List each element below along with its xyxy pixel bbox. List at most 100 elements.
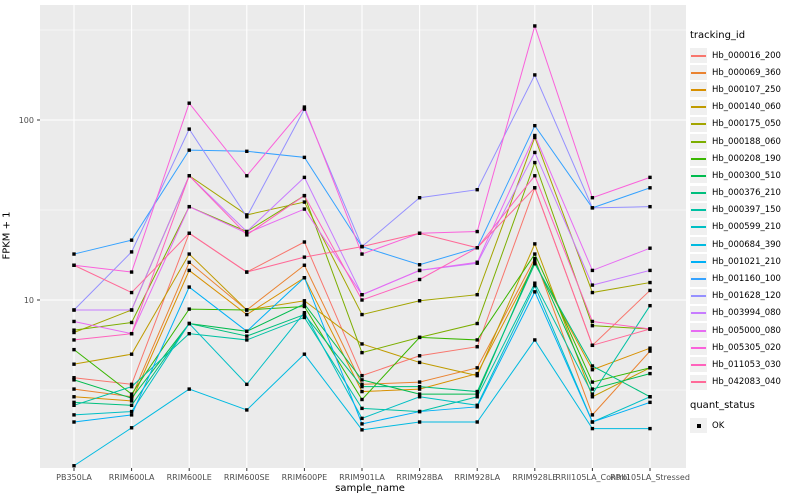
- data-point: [72, 403, 76, 408]
- data-point: [129, 426, 134, 430]
- data-point: [417, 380, 422, 384]
- data-point: [417, 409, 422, 414]
- data-point: [72, 252, 76, 256]
- data-point: [187, 204, 191, 209]
- y-tick-label: 10: [24, 296, 34, 305]
- legend-key-line-icon: [690, 65, 707, 81]
- data-point: [475, 371, 479, 376]
- legend-item-label: Hb_000300_510: [712, 170, 781, 181]
- data-point: [302, 299, 307, 303]
- data-point: [360, 293, 364, 297]
- legend-item-Hb_000069_360: Hb_000069_360: [690, 64, 798, 81]
- data-point: [187, 174, 191, 178]
- legend-item-label: Hb_000188_060: [712, 136, 781, 147]
- legend-item-label: Hb_000684_390: [712, 239, 781, 250]
- data-point: [302, 207, 307, 211]
- data-point: [648, 246, 652, 250]
- legend-item-Hb_001021_210: Hb_001021_210: [690, 253, 798, 270]
- data-point: [475, 293, 479, 297]
- data-point: [533, 123, 537, 128]
- legend-item-label: Hb_011053_030: [712, 359, 781, 370]
- data-point: [302, 304, 307, 309]
- tracking-id-legend: tracking_id Hb_000016_200 Hb_000069_360 Hb…: [690, 30, 798, 391]
- data-point: [302, 200, 307, 204]
- legend-item-label: Hb_001160_100: [712, 274, 781, 285]
- data-point: [648, 395, 652, 399]
- legend-item-Hb_000376_210: Hb_000376_210: [690, 185, 798, 202]
- data-point: [360, 244, 364, 249]
- data-point: [360, 428, 364, 432]
- legend-key-line-icon: [690, 323, 707, 339]
- legend-item-Hb_001628_120: Hb_001628_120: [690, 288, 798, 305]
- data-point: [475, 405, 479, 409]
- data-point: [475, 420, 479, 424]
- legend-item-label: Hb_000599_210: [712, 222, 781, 233]
- legend-item-Hb_000175_050: Hb_000175_050: [690, 116, 798, 133]
- data-point: [360, 252, 364, 256]
- legend-key-line-icon: [690, 168, 707, 184]
- data-point: [187, 148, 191, 152]
- data-point: [302, 315, 307, 320]
- data-point: [72, 387, 76, 391]
- data-point: [417, 360, 422, 365]
- data-point: [475, 229, 479, 234]
- data-point: [245, 329, 249, 334]
- y-tick-label: 100: [19, 116, 34, 125]
- data-point: [129, 238, 134, 242]
- x-axis-title: sample_name: [335, 483, 405, 494]
- data-point: [360, 422, 364, 426]
- data-point: [590, 387, 595, 391]
- data-point: [533, 24, 537, 28]
- data-point: [417, 335, 422, 340]
- data-point: [648, 186, 652, 190]
- data-point: [417, 277, 422, 282]
- data-point: [590, 343, 595, 348]
- data-point: [245, 149, 249, 154]
- legend-item-Hb_005000_080: Hb_005000_080: [690, 322, 798, 339]
- data-point: [590, 206, 595, 210]
- data-point: [648, 175, 652, 180]
- legend-key-line-icon: [690, 357, 707, 373]
- data-point: [72, 319, 76, 324]
- data-point: [302, 175, 307, 180]
- legend-item-Hb_000684_390: Hb_000684_390: [690, 236, 798, 253]
- data-point: [302, 240, 307, 244]
- data-point: [590, 380, 595, 384]
- data-point: [360, 384, 364, 389]
- data-point: [648, 303, 652, 308]
- data-point: [648, 280, 652, 285]
- data-point: [590, 268, 595, 273]
- data-point: [360, 350, 364, 355]
- legend-item-Hb_000208_190: Hb_000208_190: [690, 150, 798, 167]
- data-point: [475, 366, 479, 370]
- data-point: [590, 319, 595, 324]
- data-point: [360, 312, 364, 317]
- data-point: [590, 364, 595, 368]
- data-point: [187, 252, 191, 256]
- data-point: [417, 268, 422, 273]
- data-point: [533, 290, 537, 294]
- legend-item-Hb_000599_210: Hb_000599_210: [690, 219, 798, 236]
- legend-item-label: Hb_001628_120: [712, 291, 781, 302]
- legend-item-Hb_000397_150: Hb_000397_150: [690, 202, 798, 219]
- data-point: [187, 268, 191, 273]
- data-point: [475, 345, 479, 349]
- data-point: [302, 302, 307, 306]
- data-point: [533, 284, 537, 288]
- data-point: [417, 384, 422, 389]
- legend-key-line-icon: [690, 99, 707, 115]
- data-point: [302, 263, 307, 267]
- data-point: [475, 321, 479, 326]
- data-point: [590, 392, 595, 396]
- data-point: [72, 420, 76, 424]
- data-point: [129, 270, 134, 274]
- data-point: [72, 347, 76, 352]
- data-point: [72, 378, 76, 382]
- data-point: [475, 395, 479, 399]
- y-axis-title: FPKM + 1: [1, 211, 13, 260]
- data-point: [187, 387, 191, 391]
- data-point: [475, 260, 479, 264]
- data-point: [187, 101, 191, 105]
- legend-key-line-icon: [690, 340, 707, 356]
- data-point: [187, 321, 191, 326]
